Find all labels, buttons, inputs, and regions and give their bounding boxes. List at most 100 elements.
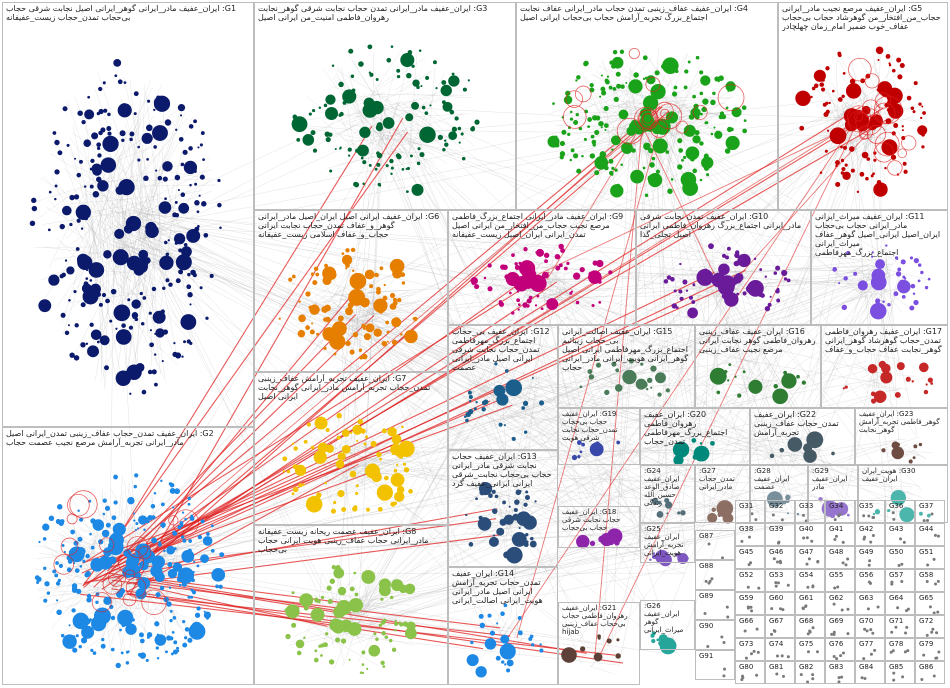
edge	[357, 116, 382, 635]
edge	[704, 446, 736, 451]
edge	[849, 131, 860, 162]
edge	[764, 451, 804, 454]
intergroup-edge	[735, 117, 882, 280]
edge	[114, 238, 688, 540]
edge	[669, 87, 692, 133]
edge	[818, 445, 836, 451]
group-label: G82	[799, 663, 814, 671]
group-box-g45: G45	[735, 546, 765, 569]
node	[128, 325, 134, 330]
group-label: G80	[739, 663, 754, 671]
edge	[803, 273, 870, 449]
edge	[112, 306, 342, 570]
edge	[341, 66, 355, 148]
group-label: G34	[829, 502, 844, 510]
edge	[52, 527, 110, 595]
edge	[69, 137, 159, 258]
edge	[585, 263, 740, 547]
edge	[114, 206, 528, 293]
edge	[623, 69, 634, 102]
edge	[372, 297, 375, 321]
edge	[110, 118, 141, 302]
edge	[145, 191, 148, 206]
edge	[330, 298, 359, 331]
group-label: G44	[919, 525, 934, 533]
group-box-g79: G79	[915, 638, 945, 661]
group-box-g50: G50	[885, 546, 915, 569]
edge	[506, 269, 869, 419]
edge	[598, 124, 615, 185]
edge	[857, 291, 876, 293]
edge	[495, 101, 849, 649]
edge	[342, 450, 606, 523]
edge	[369, 445, 685, 574]
edge	[141, 282, 191, 343]
edge	[138, 239, 687, 518]
edge	[713, 275, 785, 487]
edge	[366, 113, 870, 312]
edge	[520, 265, 889, 522]
edge	[126, 220, 653, 506]
edge	[349, 373, 888, 618]
edge	[685, 108, 866, 633]
edge	[349, 325, 401, 331]
edge	[119, 311, 349, 578]
edge	[642, 151, 650, 159]
edge	[314, 471, 323, 484]
edge	[665, 91, 678, 182]
edge	[101, 267, 104, 376]
edge	[840, 95, 849, 151]
edge	[124, 184, 143, 306]
intergroup-edge	[99, 271, 715, 568]
edge	[342, 520, 712, 634]
edge	[725, 295, 813, 443]
edge	[326, 458, 356, 503]
group-box-g6: G6: ایران_عفیف ایرانی اصیل ایران_اصیل ما…	[254, 210, 448, 372]
group-box-g31: G31	[735, 500, 765, 523]
group-box-g16: G16: ایران_عفیف عفاف_زینبی رهروان_فاطمی …	[695, 325, 821, 408]
edge	[360, 137, 874, 471]
edge	[492, 489, 504, 526]
edge	[362, 314, 650, 526]
intergroup-edge	[128, 117, 862, 569]
edge	[663, 110, 708, 487]
group-box-g66: G66	[735, 615, 765, 638]
edge	[342, 91, 441, 126]
edge	[757, 127, 877, 372]
edge	[304, 125, 401, 134]
edge	[114, 80, 151, 193]
group-box-g47: G47	[795, 546, 825, 569]
group-label: G71	[889, 617, 904, 625]
edge	[895, 506, 897, 519]
edge	[43, 544, 82, 567]
edge	[846, 287, 881, 296]
node	[31, 197, 37, 204]
group-label: G6: ایران_عفیف ایرانی اصیل ایران_اصیل ما…	[258, 212, 440, 239]
edge	[102, 226, 117, 245]
edge	[507, 381, 590, 446]
edge	[480, 511, 511, 519]
edge	[865, 288, 896, 519]
group-label: G65	[919, 594, 934, 602]
edge	[115, 198, 132, 201]
edge	[388, 129, 863, 137]
edge	[56, 237, 121, 305]
edge	[367, 295, 496, 650]
node	[197, 146, 200, 149]
edge	[905, 445, 926, 459]
edge	[88, 224, 144, 308]
edge	[140, 121, 174, 175]
edge	[632, 126, 687, 560]
edge	[370, 125, 399, 131]
group-box-g34: G34	[825, 500, 855, 523]
edge	[101, 568, 150, 636]
group-box-g40: G40	[795, 523, 825, 546]
edge	[616, 114, 652, 557]
edge	[546, 268, 592, 299]
edge	[711, 285, 809, 466]
group-label: G21: ایران_عفیف رهروان_فاطمی حجاب بی‌حجا…	[562, 604, 628, 636]
edge	[379, 118, 655, 548]
group-label: G25: ایران_عفیف تجربه_آرامش هویت_ایرانی	[644, 525, 684, 557]
edge	[56, 181, 139, 293]
